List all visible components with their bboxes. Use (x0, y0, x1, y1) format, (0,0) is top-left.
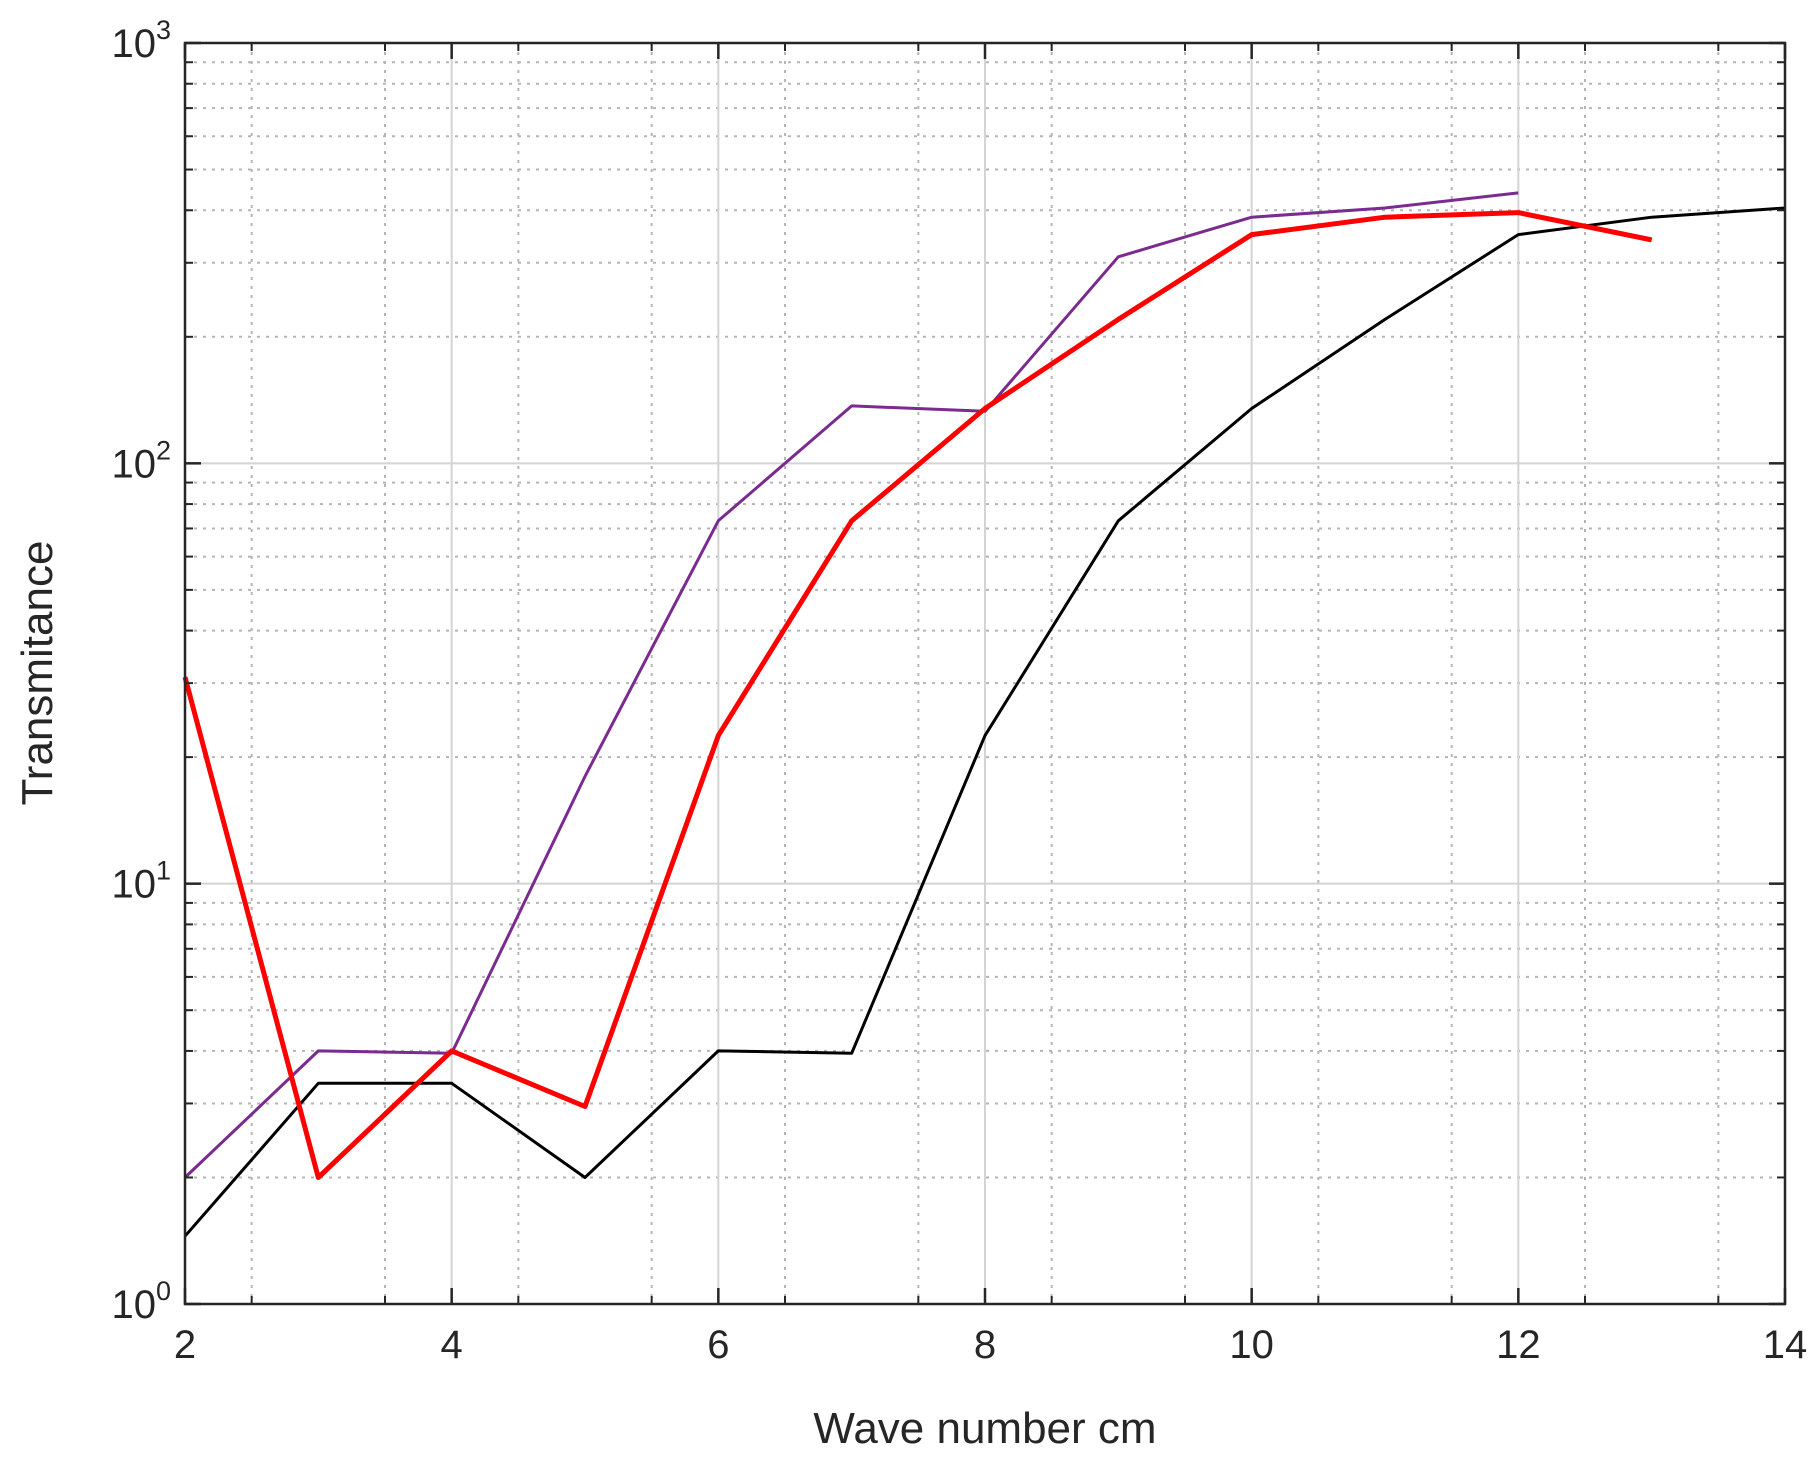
x-tick-labels: 2 4 6 8 10 12 14 (174, 1323, 1807, 1367)
series-line-2 (183, 191, 1519, 1179)
x-tick-label: 14 (1763, 1323, 1808, 1367)
y-tick-label: 100 (111, 1276, 171, 1327)
tick-marks (183, 41, 1787, 1306)
y-tick-label: 103 (111, 15, 171, 66)
y-tick-label: 101 (111, 856, 171, 907)
y-tick-label: 102 (111, 435, 171, 486)
x-tick-label: 10 (1229, 1323, 1274, 1367)
major-grid (185, 43, 1785, 1304)
series-line-3 (182, 210, 1653, 1180)
series-line-1 (183, 206, 1786, 1238)
x-tick-label: 2 (174, 1323, 196, 1367)
y-tick-labels: 100 101 102 103 (111, 15, 171, 1327)
x-tick-label: 4 (441, 1323, 463, 1367)
x-axis-title: Wave number cm (813, 1404, 1156, 1453)
y-axis-title: Transmitance (13, 541, 62, 806)
series-layer (182, 191, 1786, 1238)
x-tick-label: 12 (1496, 1323, 1541, 1367)
x-tick-label: 8 (974, 1323, 996, 1367)
x-tick-label: 6 (707, 1323, 729, 1367)
